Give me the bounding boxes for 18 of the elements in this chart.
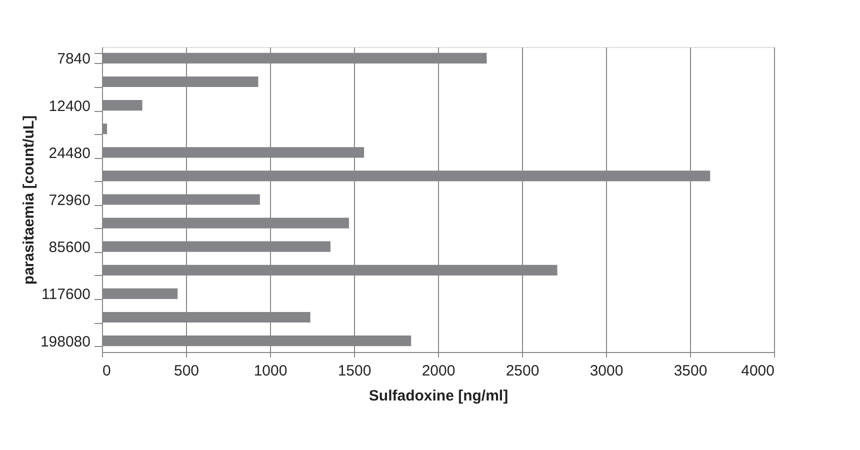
y-axis-title: parasitaemia [count/uL]	[20, 115, 38, 285]
x-tick-label: 3500	[674, 362, 708, 380]
x-tick-label: 1000	[254, 362, 288, 380]
x-tick-label: 500	[174, 362, 200, 380]
y-tick-label: 117600	[42, 286, 90, 304]
y-tick-label: 7840	[57, 50, 90, 68]
x-tick-label: 3000	[590, 362, 624, 380]
y-tick-label: 24480	[48, 144, 90, 162]
y-tick-label: 198080	[40, 333, 90, 350]
y-tick-label: 72960	[48, 192, 90, 209]
y-tick-label: 12400	[48, 98, 90, 115]
x-tick-label: 0	[102, 362, 111, 380]
x-axis-title: Sulfadoxine [ng/ml]	[368, 388, 508, 404]
x-tick-label: 1500	[338, 362, 372, 380]
y-tick-label: 85600	[48, 239, 90, 256]
x-tick-label: 2000	[422, 362, 456, 380]
x-tick-label: 2500	[506, 362, 540, 380]
x-tick-label: 4000	[741, 362, 774, 380]
